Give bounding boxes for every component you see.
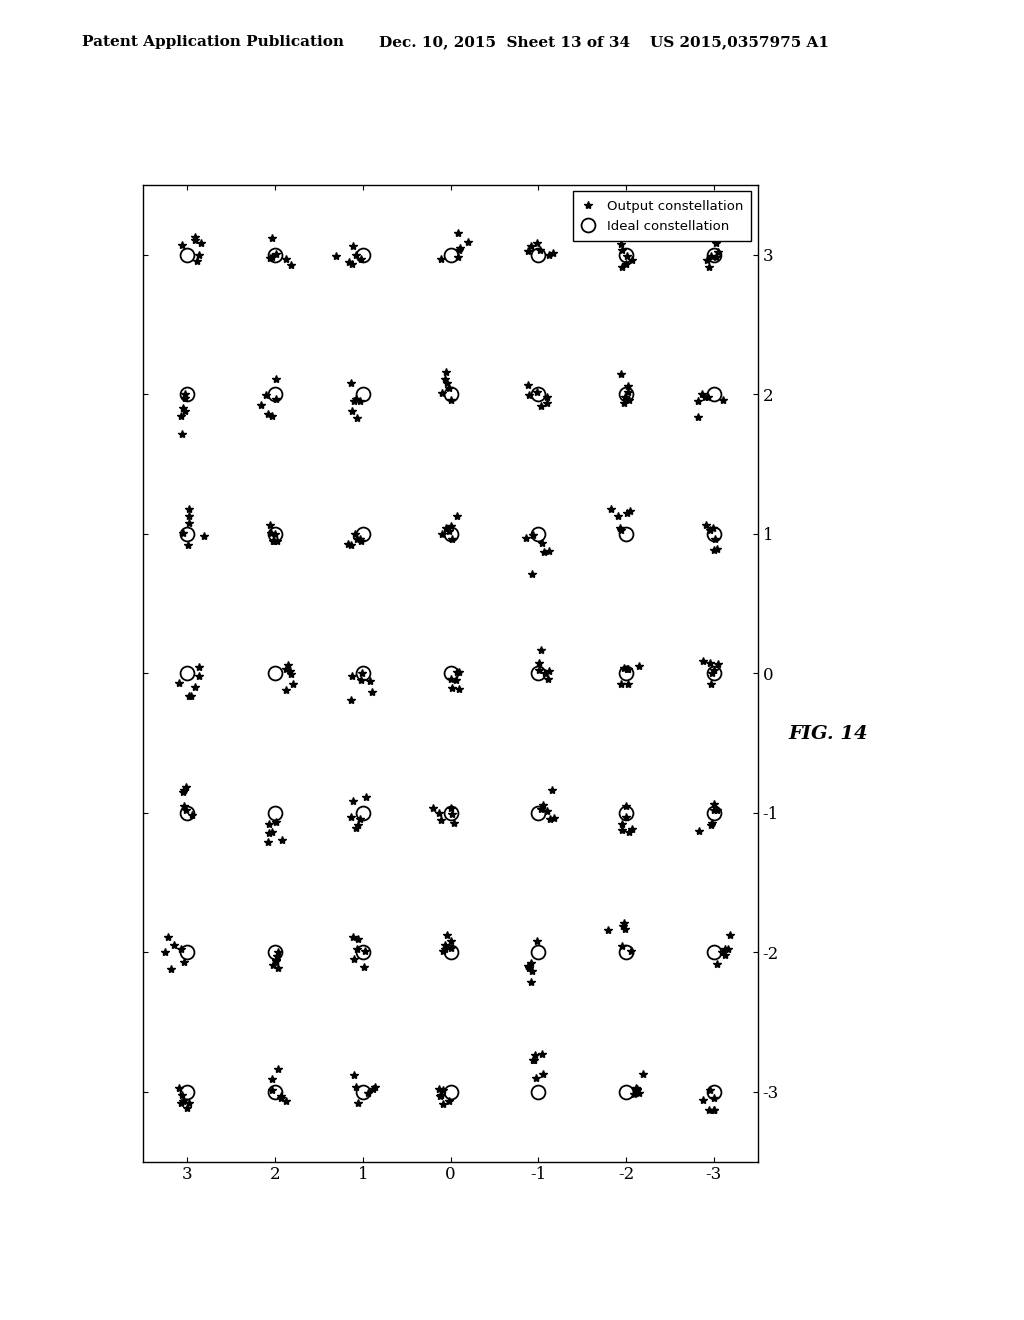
Ideal constellation (444, 247, 457, 263)
Output constellation (617, 917, 630, 933)
Ideal constellation (708, 665, 720, 681)
Ideal constellation (356, 247, 369, 263)
Output constellation (263, 816, 275, 832)
Text: US 2015,0357975 A1: US 2015,0357975 A1 (650, 36, 829, 49)
Ideal constellation (444, 665, 457, 681)
Ideal constellation (620, 525, 632, 541)
Ideal constellation (620, 944, 632, 960)
Ideal constellation (269, 247, 282, 263)
Ideal constellation (620, 805, 632, 821)
Ideal constellation (269, 665, 282, 681)
Ideal constellation (181, 944, 194, 960)
Output constellation (280, 251, 292, 267)
Ideal constellation (708, 944, 720, 960)
Ideal constellation (356, 805, 369, 821)
Ideal constellation (708, 525, 720, 541)
Ideal constellation (620, 247, 632, 263)
Line: Output constellation: Output constellation (161, 228, 733, 1114)
Ideal constellation (356, 1084, 369, 1100)
Output constellation (176, 236, 188, 252)
Ideal constellation (181, 805, 194, 821)
Output constellation (706, 676, 718, 692)
Ideal constellation (620, 387, 632, 403)
Legend: Output constellation, Ideal constellation: Output constellation, Ideal constellatio… (572, 191, 752, 240)
Line: Ideal constellation: Ideal constellation (180, 248, 721, 1098)
Ideal constellation (444, 1084, 457, 1100)
Ideal constellation (532, 805, 545, 821)
Ideal constellation (181, 525, 194, 541)
Text: Dec. 10, 2015  Sheet 13 of 34: Dec. 10, 2015 Sheet 13 of 34 (379, 36, 630, 49)
Ideal constellation (181, 387, 194, 403)
Ideal constellation (444, 805, 457, 821)
Ideal constellation (269, 944, 282, 960)
Ideal constellation (269, 805, 282, 821)
Ideal constellation (708, 247, 720, 263)
Ideal constellation (708, 805, 720, 821)
Ideal constellation (708, 1084, 720, 1100)
Ideal constellation (532, 944, 545, 960)
Ideal constellation (181, 247, 194, 263)
Ideal constellation (532, 247, 545, 263)
Ideal constellation (269, 387, 282, 403)
Ideal constellation (532, 665, 545, 681)
Ideal constellation (620, 665, 632, 681)
Ideal constellation (532, 525, 545, 541)
Ideal constellation (181, 1084, 194, 1100)
Ideal constellation (444, 525, 457, 541)
Ideal constellation (356, 525, 369, 541)
Ideal constellation (532, 1084, 545, 1100)
Ideal constellation (356, 387, 369, 403)
Output constellation (452, 224, 464, 240)
Output constellation (703, 1082, 716, 1098)
Ideal constellation (269, 525, 282, 541)
Output constellation (532, 663, 545, 678)
Text: Patent Application Publication: Patent Application Publication (82, 36, 344, 49)
Ideal constellation (181, 665, 194, 681)
Ideal constellation (269, 1084, 282, 1100)
Ideal constellation (356, 665, 369, 681)
Ideal constellation (532, 387, 545, 403)
Ideal constellation (444, 944, 457, 960)
Text: FIG. 14: FIG. 14 (788, 725, 868, 743)
Ideal constellation (444, 387, 457, 403)
Ideal constellation (620, 1084, 632, 1100)
Output constellation (702, 1102, 715, 1118)
Ideal constellation (708, 387, 720, 403)
Output constellation (523, 961, 536, 977)
Ideal constellation (356, 944, 369, 960)
